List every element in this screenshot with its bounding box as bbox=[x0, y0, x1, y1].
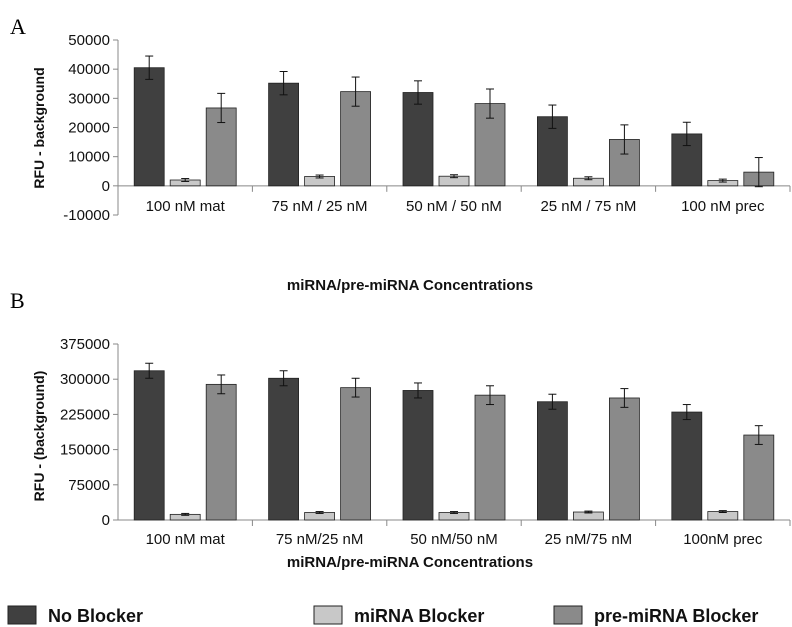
y-tick-label: 225000 bbox=[60, 406, 110, 423]
error-bar bbox=[450, 511, 458, 514]
bar bbox=[133, 67, 165, 187]
error-bar bbox=[315, 511, 324, 514]
error-bar bbox=[548, 104, 557, 129]
y-tick-label: 50000 bbox=[68, 32, 110, 49]
error-bar bbox=[414, 80, 422, 105]
error-bar bbox=[718, 510, 727, 513]
y-tick-label: 30000 bbox=[68, 90, 110, 107]
y-tick-label: 375000 bbox=[60, 336, 110, 353]
y-tick-label: 40000 bbox=[68, 61, 110, 78]
panel-label-b: B bbox=[10, 288, 25, 313]
y-tick-label: 0 bbox=[102, 512, 110, 529]
bar bbox=[743, 434, 775, 521]
y-axis-title-a: RFU - background bbox=[31, 67, 47, 188]
error-bar bbox=[754, 157, 763, 188]
y-tick-label: 20000 bbox=[68, 120, 110, 137]
error-bar bbox=[682, 404, 691, 421]
chart-panel-a: -10000 0 10000 20000 30000 40000 50000 100 nM m… bbox=[31, 32, 791, 294]
x-category-label: 50 nM/50 nM bbox=[410, 531, 498, 548]
error-bar bbox=[548, 393, 557, 410]
error-bar bbox=[584, 176, 593, 181]
legend-item: pre-miRNA Blocker bbox=[553, 605, 758, 626]
error-bar bbox=[486, 88, 494, 119]
error-bar bbox=[181, 178, 190, 182]
x-category-label: 100nM prec bbox=[683, 531, 763, 548]
legend-swatch bbox=[553, 605, 583, 625]
chart-panel-b: 0 75000 150000 225000 300000 375000 100 nM mat… bbox=[31, 336, 791, 571]
bar bbox=[205, 383, 237, 521]
bar bbox=[402, 92, 434, 187]
bar bbox=[474, 394, 506, 521]
y-tick-label: 300000 bbox=[60, 371, 110, 388]
y-tick-label: 0 bbox=[102, 178, 110, 195]
error-bar bbox=[279, 71, 288, 96]
bar bbox=[402, 390, 434, 521]
error-bar bbox=[351, 377, 360, 398]
error-bar bbox=[450, 174, 458, 179]
bar bbox=[609, 397, 640, 521]
error-bar bbox=[145, 55, 154, 80]
legend: No Blocker miRNA Blocker pre-miRNA Blocker bbox=[7, 605, 758, 626]
legend-label: pre-miRNA Blocker bbox=[594, 606, 758, 626]
x-category-label: 25 nM/75 nM bbox=[545, 531, 633, 548]
error-bar bbox=[279, 370, 288, 387]
y-tick-label: 75000 bbox=[68, 477, 110, 494]
error-bar bbox=[315, 174, 324, 179]
x-category-label: 50 nM / 50 nM bbox=[406, 198, 502, 215]
legend-item: miRNA Blocker bbox=[313, 605, 484, 626]
error-bar bbox=[145, 362, 154, 379]
bar bbox=[537, 401, 568, 521]
legend-item: No Blocker bbox=[7, 605, 143, 626]
error-bar bbox=[754, 425, 763, 445]
legend-label: No Blocker bbox=[48, 606, 143, 626]
legend-swatch bbox=[313, 605, 343, 625]
error-bar bbox=[217, 374, 226, 395]
bar bbox=[133, 370, 165, 521]
x-category-label: 75 nM / 25 nM bbox=[272, 198, 368, 215]
bar bbox=[671, 411, 703, 521]
x-category-label: 25 nM / 75 nM bbox=[540, 198, 636, 215]
error-bar bbox=[584, 510, 593, 514]
error-bar bbox=[181, 512, 190, 516]
x-axis-title-a: miRNA/pre-miRNA Concentrations bbox=[287, 277, 533, 294]
y-tick-label: -10000 bbox=[63, 207, 110, 224]
error-bar bbox=[351, 76, 360, 107]
legend-swatch bbox=[7, 605, 37, 625]
x-category-label: 100 nM mat bbox=[146, 531, 226, 548]
error-bar bbox=[718, 178, 727, 183]
error-bar bbox=[682, 121, 691, 147]
y-axis-title-b: RFU - (background) bbox=[31, 371, 47, 502]
y-tick-label: 10000 bbox=[68, 149, 110, 166]
x-category-label: 100 nM prec bbox=[681, 198, 765, 215]
error-bar bbox=[486, 385, 494, 406]
x-category-label: 100 nM mat bbox=[146, 198, 226, 215]
bar bbox=[268, 82, 300, 187]
bar bbox=[340, 91, 372, 187]
y-tick-label: 150000 bbox=[60, 442, 110, 459]
error-bar bbox=[217, 92, 226, 124]
panel-label-a: A bbox=[10, 14, 26, 39]
error-bar bbox=[620, 124, 629, 155]
legend-label: miRNA Blocker bbox=[354, 606, 484, 626]
bar bbox=[268, 377, 300, 521]
x-category-label: 75 nM/25 nM bbox=[276, 531, 364, 548]
error-bar bbox=[620, 388, 629, 408]
x-axis-title-b: miRNA/pre-miRNA Concentrations bbox=[287, 554, 533, 571]
error-bar bbox=[414, 382, 422, 399]
bar bbox=[340, 387, 372, 521]
